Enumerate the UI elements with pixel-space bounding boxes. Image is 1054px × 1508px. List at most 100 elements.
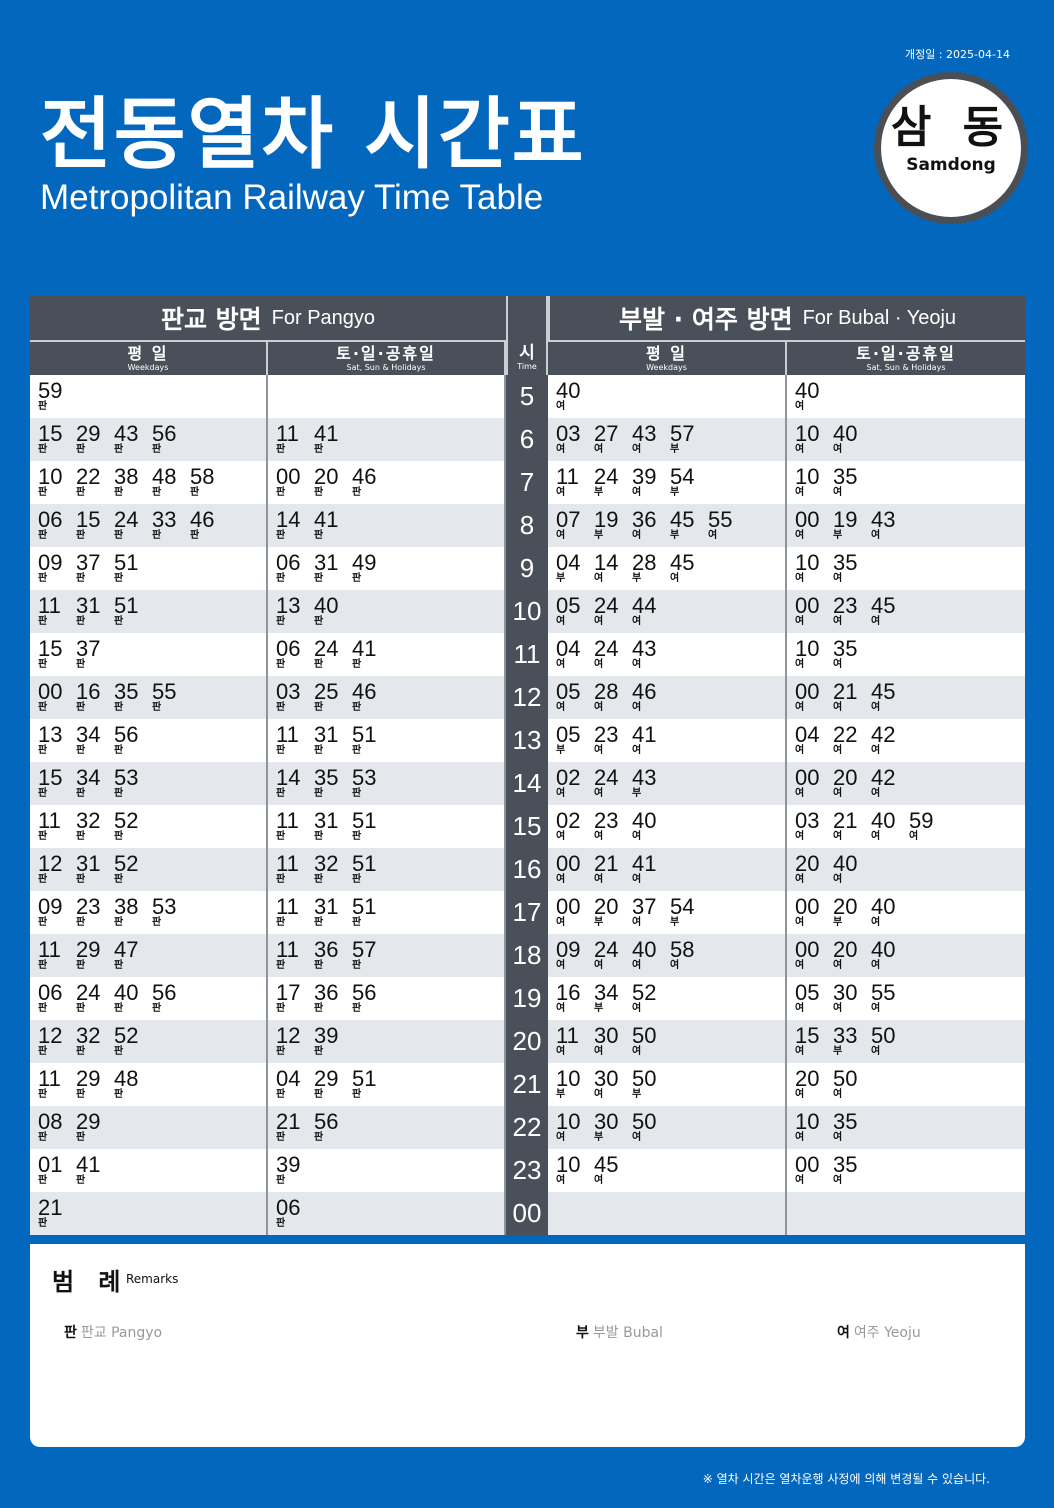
bubal-weekend-cell: 10여 40여 <box>787 418 1025 461</box>
bubal-weekend-header: 토·일·공휴일 Sat, Sun & Holidays <box>787 342 1025 375</box>
pangyo-weekend-cell: 11판 31판 51판 <box>268 891 506 934</box>
departure: 31판 <box>314 722 339 756</box>
departure: 55여 <box>871 980 896 1014</box>
legend-ko: 판교 <box>80 1325 107 1341</box>
departure: 36판 <box>314 937 339 971</box>
departure: 41판 <box>314 421 339 455</box>
bubal-weekend-cell: 00여 20여 40여 <box>787 934 1025 977</box>
departure: 21여 <box>833 679 858 713</box>
hour-label: 16 <box>506 848 548 891</box>
bubal-weekday-cell: 02여 24여 43부 <box>548 762 787 805</box>
pangyo-weekend-cell: 04판 29판 51판 <box>268 1063 506 1106</box>
timetable-row: 11판 32판 52판 11판 31판 51판 15 02여 23여 40여 03여 21여 40여 59… <box>30 805 1025 848</box>
departure: 52판 <box>114 1023 139 1057</box>
departure: 35여 <box>833 1152 858 1186</box>
departure: 00여 <box>795 593 820 627</box>
pangyo-weekend-cell: 03판 25판 46판 <box>268 676 506 719</box>
departure: 23여 <box>833 593 858 627</box>
pangyo-weekend-cell: 21판 56판 <box>268 1106 506 1149</box>
departure: 16판 <box>76 679 101 713</box>
departure: 14여 <box>594 550 619 584</box>
departure: 00여 <box>795 894 820 928</box>
weekend-en: Sat, Sun & Holidays <box>346 363 426 372</box>
departure: 12판 <box>38 851 63 885</box>
pangyo-weekend-cell: 14판 41판 <box>268 504 506 547</box>
departure: 46판 <box>190 507 215 541</box>
departure: 00여 <box>556 851 581 885</box>
departure: 22판 <box>76 464 101 498</box>
departure: 04판 <box>276 1066 301 1100</box>
departure: 52판 <box>114 808 139 842</box>
timetable-row: 11판 31판 51판 13판 40판 10 05여 24여 44여 00여 23여 45여 <box>30 590 1025 633</box>
departure: 32판 <box>76 808 101 842</box>
departure: 14판 <box>276 507 301 541</box>
departure: 53판 <box>352 765 377 799</box>
departure: 49판 <box>352 550 377 584</box>
departure: 00여 <box>795 765 820 799</box>
page-subtitle: Metropolitan Railway Time Table <box>40 178 544 217</box>
departure: 51판 <box>114 550 139 584</box>
bubal-weekday-cell: 11여 24부 39여 54부 <box>548 461 787 504</box>
departure: 30여 <box>594 1066 619 1100</box>
departure: 11판 <box>276 894 299 928</box>
departure: 35판 <box>314 765 339 799</box>
departure: 41판 <box>314 507 339 541</box>
departure: 28부 <box>632 550 657 584</box>
departure: 44여 <box>632 593 657 627</box>
departure: 11여 <box>556 464 579 498</box>
departure: 56판 <box>152 980 177 1014</box>
legend-mark: 판 <box>64 1325 77 1341</box>
departure: 16여 <box>556 980 581 1014</box>
bubal-weekend-cell: 15여 33부 50여 <box>787 1020 1025 1063</box>
departure: 39판 <box>314 1023 339 1057</box>
departure: 09판 <box>38 894 63 928</box>
pangyo-weekend-cell: 11판 32판 51판 <box>268 848 506 891</box>
departure: 15여 <box>795 1023 820 1057</box>
direction-ko: 부발 · 여주 방면 <box>618 305 793 334</box>
departure: 34판 <box>76 722 101 756</box>
departure: 41판 <box>352 636 377 670</box>
departure: 02여 <box>556 765 581 799</box>
departure: 13판 <box>38 722 63 756</box>
direction-en: For Bubal · Yeoju <box>802 306 957 329</box>
hour-label: 19 <box>506 977 548 1020</box>
departure: 06판 <box>276 1195 301 1229</box>
departure: 35여 <box>833 464 858 498</box>
time-en: Time <box>517 362 537 371</box>
departure: 29판 <box>76 1066 101 1100</box>
departure: 20판 <box>314 464 339 498</box>
bubal-weekend-cell: 04여 22여 42여 <box>787 719 1025 762</box>
departure: 11판 <box>38 1066 61 1100</box>
bubal-yeoju-direction-header: 부발 · 여주 방면 For Bubal · Yeoju <box>548 296 1025 340</box>
pangyo-weekend-cell: 11판 41판 <box>268 418 506 461</box>
pangyo-weekend-cell: 13판 40판 <box>268 590 506 633</box>
departure: 45여 <box>871 679 896 713</box>
departure: 37여 <box>632 894 657 928</box>
departure: 52판 <box>114 851 139 885</box>
departure: 24여 <box>594 636 619 670</box>
departure: 31판 <box>76 593 101 627</box>
departure: 29판 <box>76 937 101 971</box>
bubal-weekday-cell: 03여 27여 43여 57부 <box>548 418 787 461</box>
departure: 42여 <box>871 765 896 799</box>
timetable-body: 59판 5 40여 40여 15판 29판 43판 56판 11판 41판 6 03여 27여 43여 57… <box>30 375 1025 1235</box>
pangyo-weekday-cell: 06판 15판 24판 33판 46판 <box>30 504 268 547</box>
departure: 43판 <box>114 421 139 455</box>
departure: 11판 <box>276 421 299 455</box>
hour-label: 22 <box>506 1106 548 1149</box>
departure: 46판 <box>352 679 377 713</box>
departure: 41여 <box>632 851 657 885</box>
departure: 45부 <box>670 507 695 541</box>
departure: 15판 <box>38 636 63 670</box>
departure: 21판 <box>276 1109 301 1143</box>
legend-ko: 여주 <box>853 1325 880 1341</box>
departure: 11판 <box>276 722 299 756</box>
direction-ko: 판교 방면 <box>160 305 262 334</box>
departure: 45여 <box>670 550 695 584</box>
departure: 05여 <box>556 593 581 627</box>
departure: 50여 <box>833 1066 858 1100</box>
hour-label: 10 <box>506 590 548 633</box>
weekend-ko: 토·일·공휴일 <box>336 344 436 363</box>
pangyo-weekday-header: 평 일 Weekdays <box>30 342 268 375</box>
hour-label: 5 <box>506 375 548 418</box>
